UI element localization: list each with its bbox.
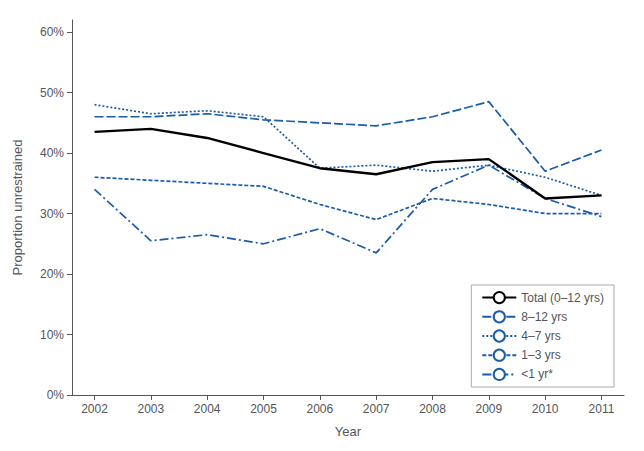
svg-text:2004: 2004 <box>194 402 221 416</box>
svg-text:2007: 2007 <box>363 402 390 416</box>
svg-text:2008: 2008 <box>419 402 446 416</box>
svg-text:2009: 2009 <box>475 402 502 416</box>
svg-text:Year: Year <box>335 424 362 439</box>
svg-text:1–3 yrs: 1–3 yrs <box>521 348 560 362</box>
svg-text:8–12 yrs: 8–12 yrs <box>521 310 567 324</box>
svg-text:0%: 0% <box>47 388 65 402</box>
svg-text:2003: 2003 <box>138 402 165 416</box>
svg-text:2011: 2011 <box>589 402 615 416</box>
svg-text:Total (0–12 yrs): Total (0–12 yrs) <box>521 291 604 305</box>
svg-text:2010: 2010 <box>532 402 559 416</box>
svg-text:50%: 50% <box>40 86 64 100</box>
svg-text:<1 yr*: <1 yr* <box>521 367 553 381</box>
svg-text:10%: 10% <box>40 328 64 342</box>
svg-text:60%: 60% <box>40 25 64 39</box>
svg-text:2005: 2005 <box>250 402 277 416</box>
svg-text:30%: 30% <box>40 207 64 221</box>
svg-text:4–7 yrs: 4–7 yrs <box>521 329 560 343</box>
svg-text:2002: 2002 <box>81 402 108 416</box>
svg-text:20%: 20% <box>40 267 64 281</box>
svg-text:Proportion unrestrained: Proportion unrestrained <box>10 140 25 276</box>
svg-text:2006: 2006 <box>306 402 333 416</box>
svg-text:40%: 40% <box>40 146 64 160</box>
